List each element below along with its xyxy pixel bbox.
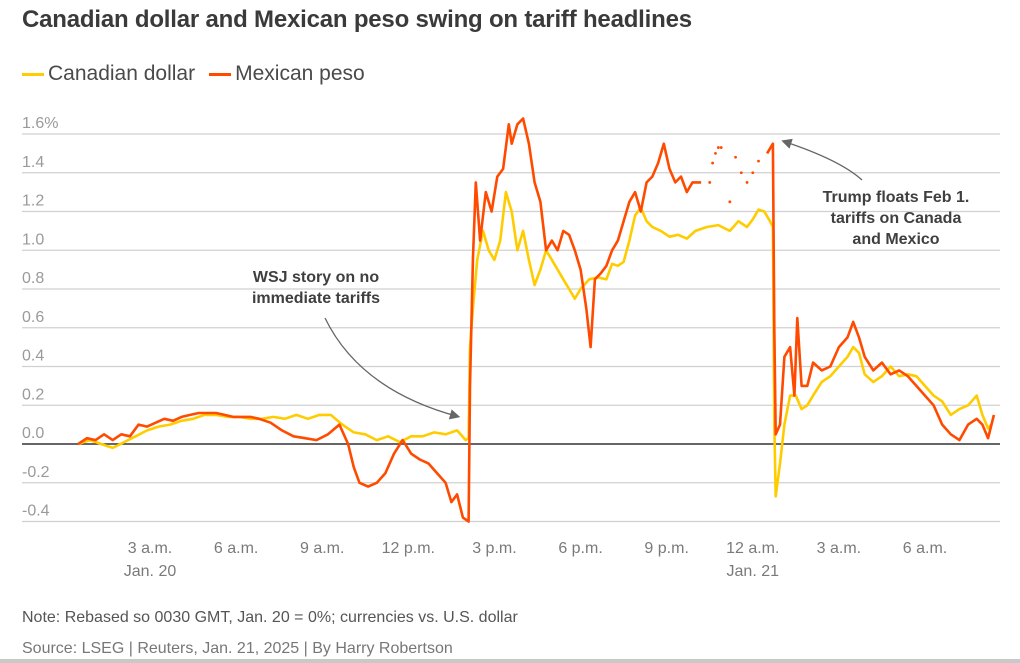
- mxn-sparse-point: [716, 146, 720, 149]
- x-tick-label: 9 a.m.: [300, 540, 344, 557]
- annotations: WSJ story on no immediate tariffs Trump fl…: [252, 138, 970, 420]
- y-axis: 1.6% 1.4 1.2 1.0 0.8 0.6 0.4 0.2 0.0 -0.2 -0.4: [22, 115, 58, 520]
- legend-label-mxn: Mexican peso: [235, 62, 365, 85]
- y-tick-label: 0.8: [22, 270, 44, 287]
- x-tick-label: 3 p.m.: [472, 540, 516, 557]
- legend-swatch-cad: [22, 72, 44, 76]
- x-tick-label: 6 a.m.: [214, 540, 258, 557]
- bottom-strip: [0, 659, 1020, 663]
- legend-item-mxn: Mexican peso: [209, 62, 365, 86]
- line-chart: 1.6% 1.4 1.2 1.0 0.8 0.6 0.4 0.2 0.0 -0.2 -0.4 3 a…: [22, 115, 1000, 580]
- y-tick-label: -0.4: [22, 503, 50, 520]
- mxn-sparse-point: [728, 200, 732, 204]
- mxn-sparse-point: [711, 161, 714, 165]
- gridlines: [22, 133, 1000, 523]
- mxn-sparse-point: [719, 146, 723, 149]
- mxn-sparse-point: [751, 171, 755, 175]
- annotation-wsj-text: immediate tariffs: [252, 290, 380, 307]
- mxn-line: [77, 117, 702, 523]
- legend-label-cad: Canadian dollar: [48, 62, 196, 85]
- annotation-trump-arrow: [781, 138, 863, 181]
- y-tick-label: 0.4: [22, 348, 44, 365]
- mxn-sparse-point: [714, 151, 717, 155]
- x-tick-label: 12 p.m.: [382, 540, 435, 557]
- annotation-wsj-arrow: [324, 317, 461, 420]
- annotation-trump-text: and Mexico: [852, 231, 939, 248]
- chart-title: Canadian dollar and Mexican peso swing o…: [22, 6, 692, 33]
- chart-source: Source: LSEG | Reuters, Jan. 21, 2025 | …: [22, 640, 453, 657]
- y-tick-label: 1.6%: [22, 115, 58, 132]
- x-tick-label: 6 p.m.: [558, 540, 602, 557]
- annotation-trump-text: tariffs on Canada: [831, 210, 962, 227]
- series-lines: [77, 117, 996, 523]
- x-tick-label: 3 a.m.: [817, 540, 861, 557]
- mxn-sparse-point: [757, 159, 760, 163]
- x-tick-label: 6 a.m.: [903, 540, 947, 557]
- x-tick-sublabel: Jan. 21: [727, 563, 780, 580]
- annotation-wsj-text: WSJ story on no: [253, 269, 379, 286]
- mxn-sparse-point: [734, 155, 737, 159]
- y-tick-label: 0.0: [22, 425, 44, 442]
- y-tick-label: 1.4: [22, 154, 44, 171]
- y-tick-label: 0.6: [22, 309, 44, 326]
- y-tick-label: 1.2: [22, 193, 44, 210]
- x-axis: 3 a.m. Jan. 20 6 a.m. 9 a.m. 12 p.m. 3 p.m. 6 …: [124, 540, 947, 580]
- x-tick-label: 12 a.m.: [726, 540, 779, 557]
- chart-note: Note: Rebased so 0030 GMT, Jan. 20 = 0%;…: [22, 609, 518, 626]
- y-tick-label: 0.2: [22, 386, 44, 403]
- mxn-sparse-point: [708, 181, 712, 184]
- x-tick-label: 3 a.m.: [128, 540, 172, 557]
- x-tick-label: 9 p.m.: [644, 540, 688, 557]
- mxn-sparse-point: [739, 171, 743, 175]
- x-tick-sublabel: Jan. 20: [124, 563, 177, 580]
- y-tick-label: -0.2: [22, 464, 50, 481]
- y-tick-label: 1.0: [22, 231, 44, 248]
- legend-swatch-mxn: [209, 72, 232, 76]
- legend: Canadian dollar Mexican peso: [22, 62, 379, 86]
- mxn-line: [765, 142, 996, 442]
- legend-item-cad: Canadian dollar: [22, 62, 195, 86]
- mxn-sparse-point: [745, 181, 749, 184]
- cad-line: [77, 190, 993, 498]
- annotation-trump-text: Trump floats Feb 1.: [823, 189, 970, 206]
